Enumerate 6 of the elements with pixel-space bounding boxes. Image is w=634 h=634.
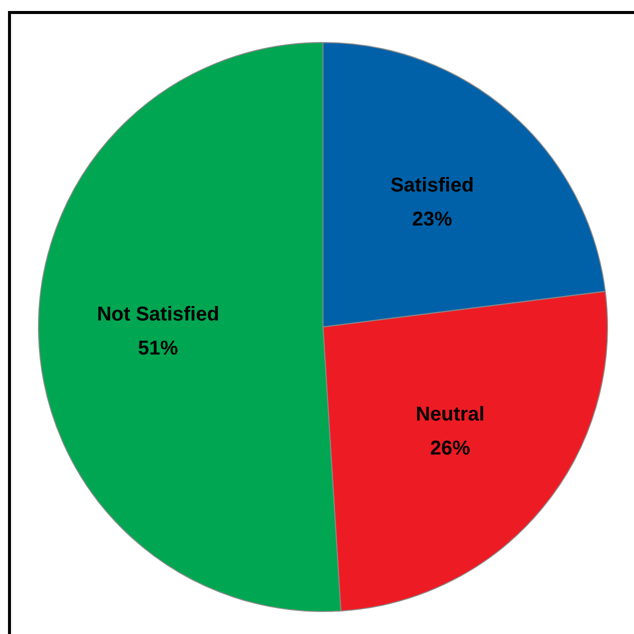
- slice-label: Satisfied: [390, 174, 474, 197]
- data-label: 23%: [412, 208, 452, 231]
- slice-label: Not Satisfied: [96, 304, 220, 326]
- slice-label: Neutral: [416, 404, 485, 426]
- data-label: 26%: [430, 438, 470, 460]
- data-label: 51%: [138, 338, 178, 360]
